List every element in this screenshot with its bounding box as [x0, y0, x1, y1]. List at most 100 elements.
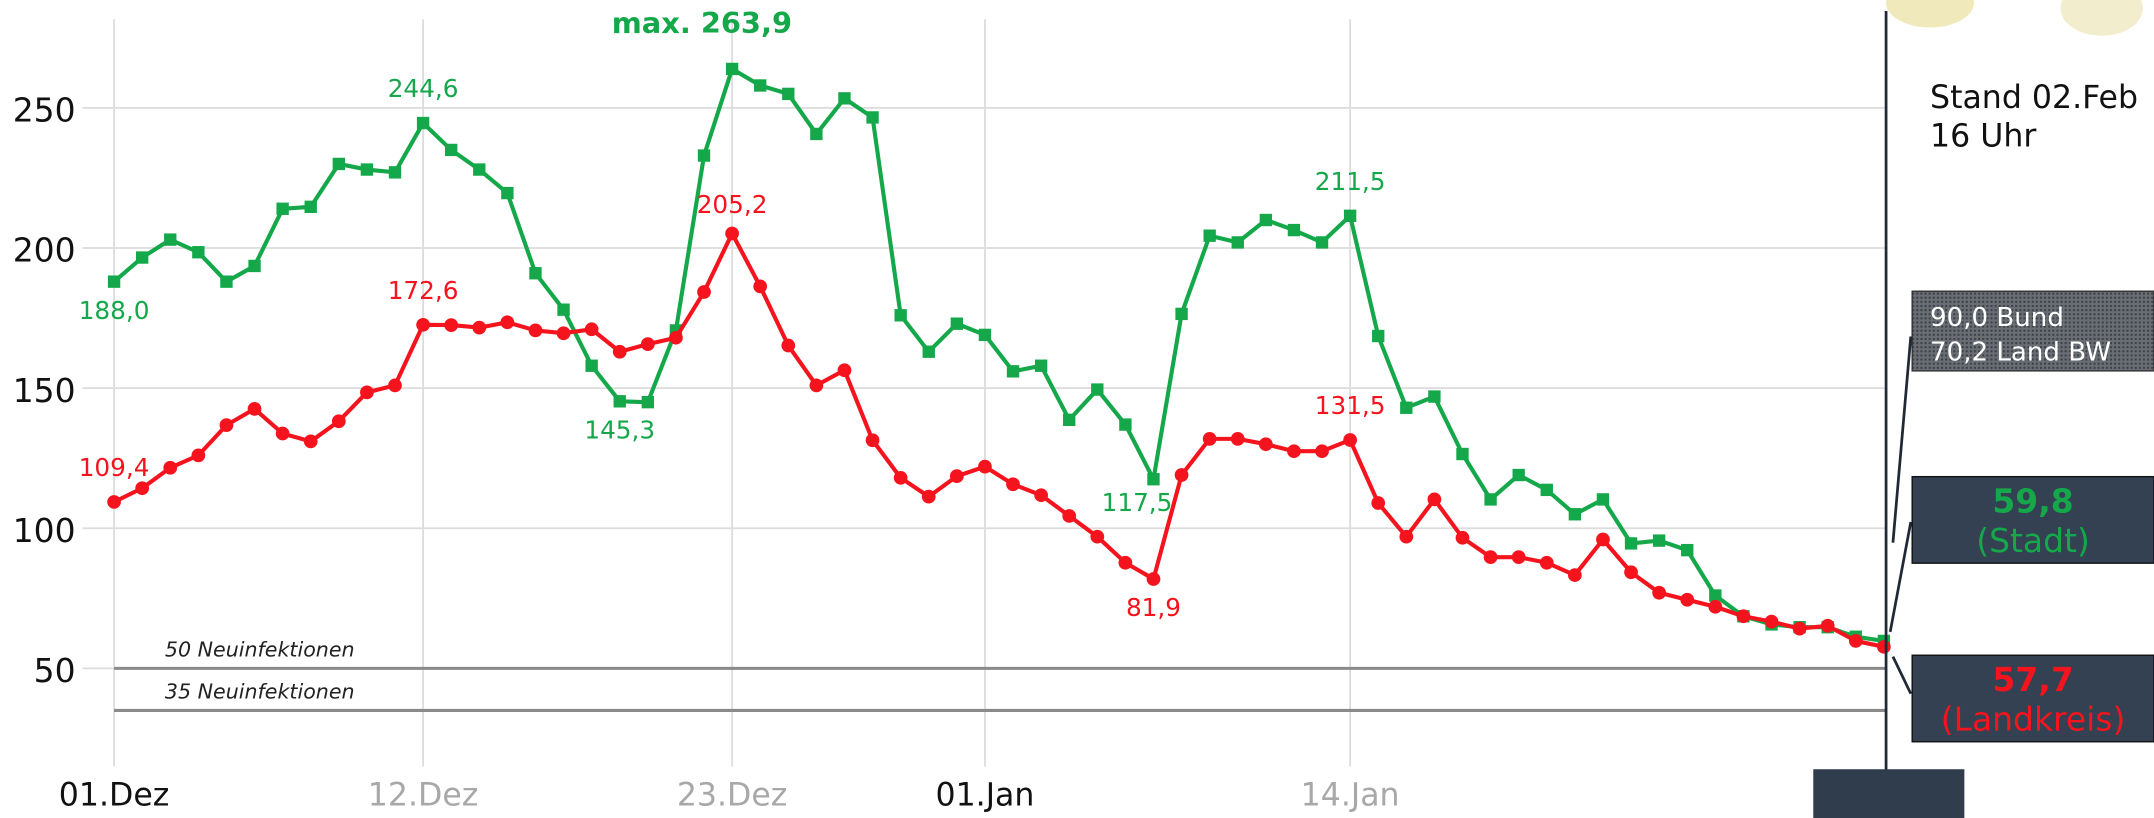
marker	[472, 321, 486, 335]
marker	[1849, 634, 1863, 648]
marker	[1597, 493, 1609, 505]
box-value: 59,8	[1992, 481, 2073, 520]
reference-label: 50 Neuinfektionen	[165, 638, 355, 662]
data-label: 244,6	[388, 74, 459, 103]
marker	[1288, 224, 1300, 236]
box-value: 57,7	[1992, 660, 2073, 699]
marker	[1316, 236, 1328, 248]
marker	[191, 449, 205, 463]
marker	[810, 128, 822, 140]
marker	[1175, 308, 1187, 320]
marker	[1625, 537, 1637, 549]
marker	[781, 339, 795, 353]
marker	[1569, 508, 1581, 520]
marker	[305, 201, 317, 213]
marker	[669, 331, 683, 345]
marker	[501, 187, 513, 199]
marker	[1203, 432, 1217, 446]
marker	[473, 163, 485, 175]
marker	[1260, 214, 1272, 226]
marker	[1399, 530, 1413, 544]
decoration	[1886, 0, 1974, 27]
marker	[529, 324, 543, 338]
marker	[1259, 437, 1273, 451]
marker	[585, 322, 599, 336]
marker	[1232, 236, 1244, 248]
marker	[248, 402, 262, 416]
marker	[332, 414, 346, 428]
marker	[333, 158, 345, 170]
marker	[220, 418, 234, 432]
marker	[1681, 544, 1693, 556]
marker	[136, 251, 148, 263]
marker	[1090, 530, 1104, 544]
marker	[1456, 448, 1468, 460]
x-tick-label: 01.Dez	[59, 778, 170, 814]
marker	[866, 111, 878, 123]
marker	[444, 318, 458, 332]
data-label: 188,0	[79, 296, 150, 325]
data-label: 211,5	[1315, 167, 1386, 196]
marker	[725, 227, 739, 241]
x-tick-label: 12.Dez	[368, 778, 479, 814]
marker	[276, 427, 290, 441]
marker	[613, 345, 627, 359]
marker	[164, 233, 176, 245]
marker	[753, 280, 767, 294]
marker	[557, 303, 569, 315]
stand-text: Stand 02.Feb	[1930, 80, 2138, 116]
marker	[1653, 534, 1665, 546]
marker	[248, 260, 260, 272]
marker	[838, 92, 850, 104]
x-tick-label: 01.Jan	[935, 778, 1034, 814]
data-label: max. 263,9	[612, 6, 792, 40]
marker	[1737, 609, 1751, 623]
marker	[1568, 568, 1582, 582]
marker	[1147, 572, 1161, 586]
marker	[1315, 444, 1329, 458]
marker	[923, 346, 935, 358]
marker	[1119, 556, 1133, 570]
connector	[1893, 337, 1911, 543]
marker	[614, 395, 626, 407]
marker	[922, 490, 936, 504]
marker	[1400, 402, 1412, 414]
data-label: 81,9	[1126, 593, 1181, 622]
marker	[894, 471, 908, 485]
x-tick-label: 14.Jan	[1301, 778, 1400, 814]
data-label: 117,5	[1102, 488, 1173, 517]
marker	[108, 275, 120, 287]
marker	[163, 461, 177, 475]
marker	[1624, 565, 1638, 579]
marker	[838, 363, 852, 377]
marker	[1456, 531, 1470, 545]
box-name: (Landkreis)	[1941, 700, 2126, 739]
series-line	[114, 233, 1884, 646]
connector	[1893, 657, 1911, 694]
marker	[1372, 330, 1384, 342]
marker	[1821, 619, 1835, 633]
marker	[1119, 418, 1131, 430]
marker	[1007, 365, 1019, 377]
decoration	[2061, 0, 2143, 36]
data-label: 109,4	[79, 453, 150, 482]
marker	[1709, 589, 1721, 601]
marker	[1484, 550, 1498, 564]
reference-label: 35 Neuinfektionen	[165, 680, 355, 704]
y-tick-label: 200	[13, 231, 76, 270]
marker	[1540, 556, 1554, 570]
marker	[276, 203, 288, 215]
marker	[529, 267, 541, 279]
y-tick-label: 50	[34, 651, 76, 690]
marker	[1343, 433, 1357, 447]
marker	[1596, 533, 1610, 547]
marker	[978, 460, 992, 474]
marker	[1428, 493, 1442, 507]
marker	[642, 396, 654, 408]
marker	[1680, 593, 1694, 607]
marker	[557, 326, 571, 340]
marker	[1541, 484, 1553, 496]
marker	[698, 149, 710, 161]
marker	[1147, 473, 1159, 485]
